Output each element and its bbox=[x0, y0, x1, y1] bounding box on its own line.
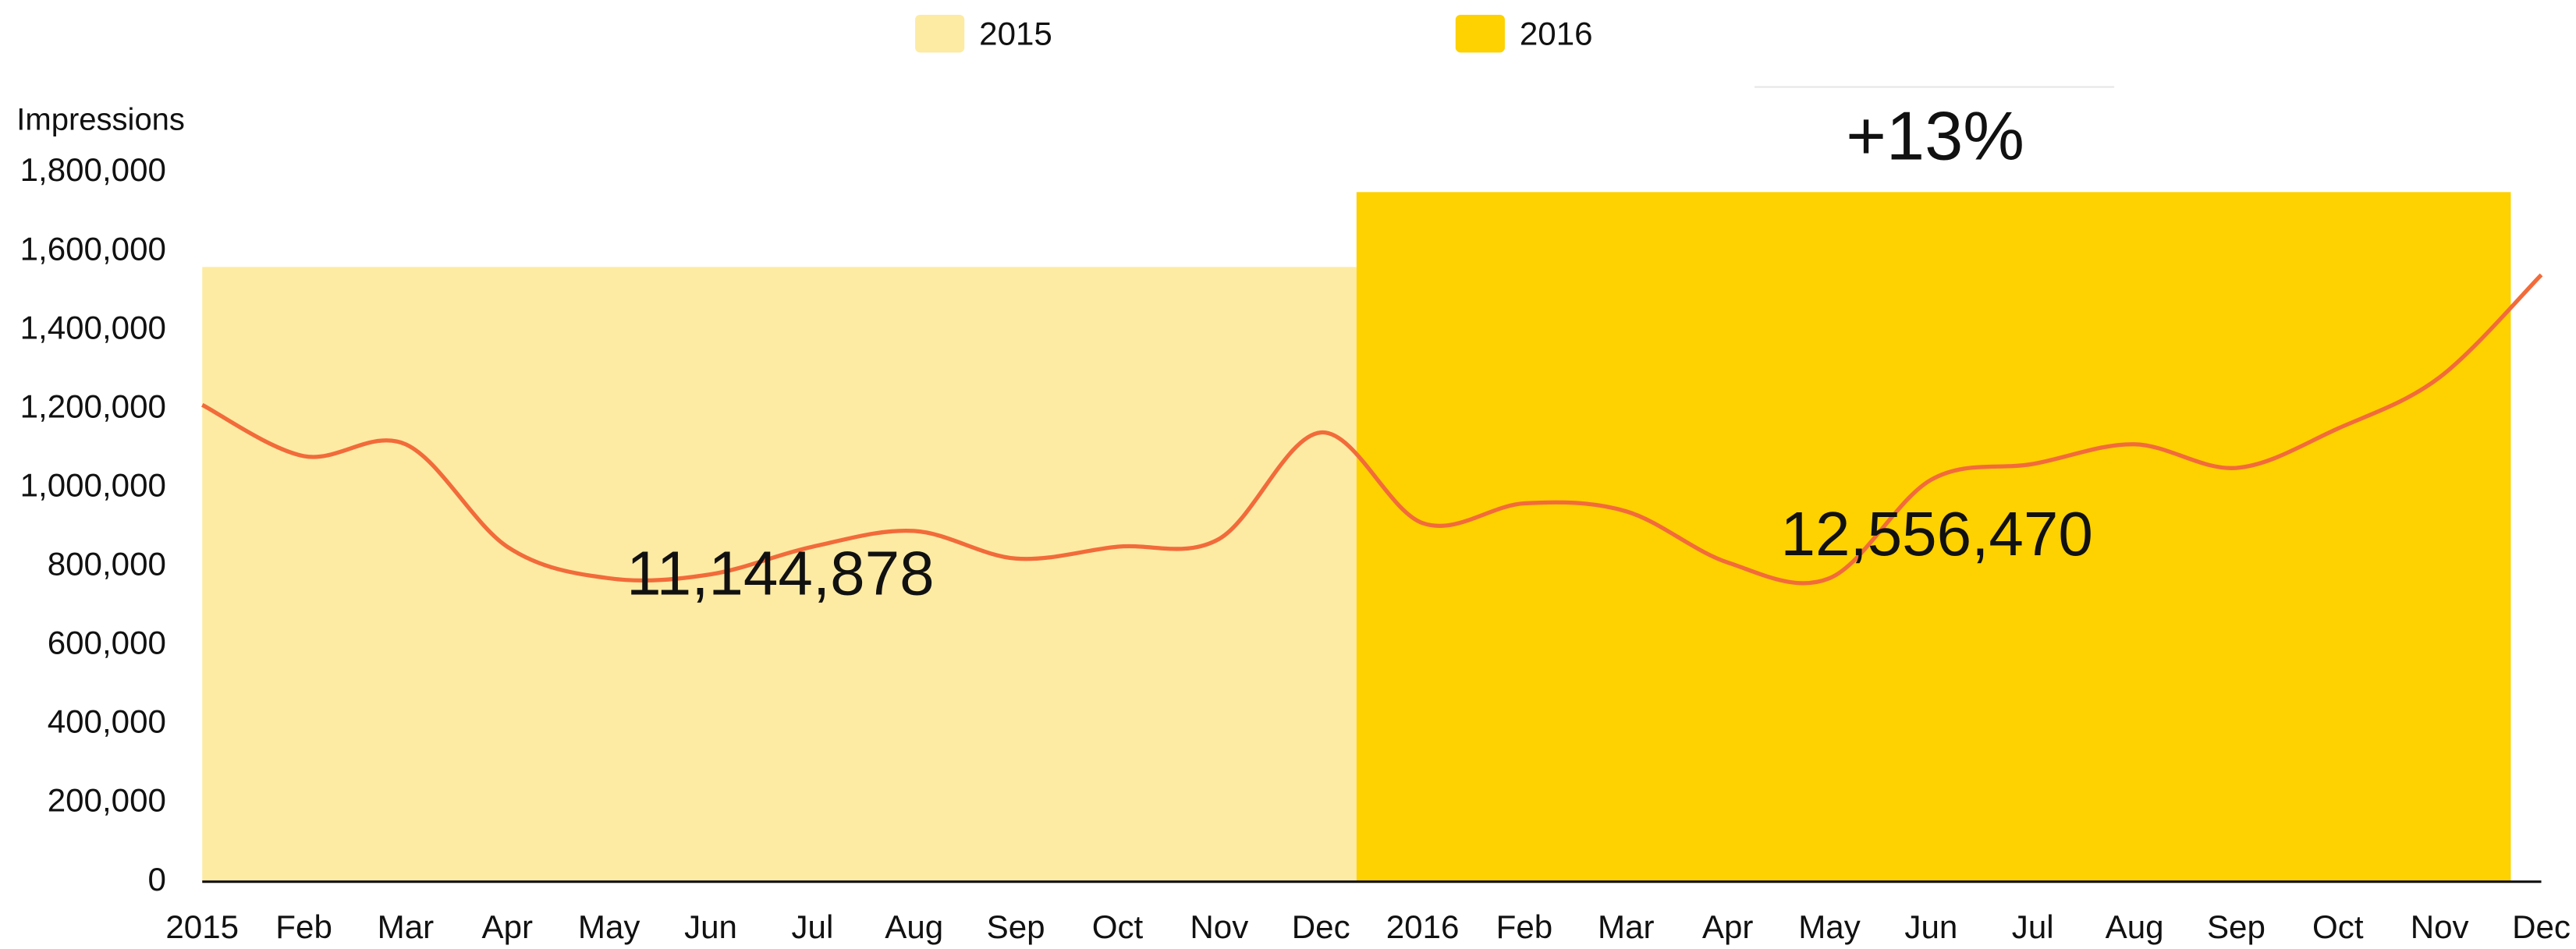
x-tick-label: Sep bbox=[2207, 908, 2266, 945]
x-tick-label: Jul bbox=[791, 908, 833, 945]
legend-label: 2015 bbox=[979, 15, 1052, 51]
y-axis-label: Impressions bbox=[16, 102, 185, 136]
legend-label: 2016 bbox=[1520, 15, 1593, 51]
x-tick-label: May bbox=[1798, 908, 1861, 945]
change-label: +13% bbox=[1846, 97, 2024, 174]
y-tick-label: 0 bbox=[147, 861, 165, 898]
y-tick-label: 1,600,000 bbox=[20, 230, 166, 267]
y-tick-label: 1,400,000 bbox=[20, 309, 166, 345]
x-tick-label: Dec bbox=[1292, 908, 1350, 945]
legend-swatch bbox=[1455, 14, 1505, 53]
x-tick-label: Apr bbox=[482, 908, 534, 945]
x-tick-label: Apr bbox=[1702, 908, 1754, 945]
total-label: 12,556,470 bbox=[1780, 499, 2092, 568]
year-box bbox=[202, 267, 1357, 882]
y-tick-label: 400,000 bbox=[48, 703, 166, 740]
x-tick-label: Aug bbox=[885, 908, 943, 945]
y-tick-label: 600,000 bbox=[48, 625, 166, 661]
x-tick-label: Sep bbox=[987, 908, 1045, 945]
x-tick-label: Oct bbox=[1092, 908, 1144, 945]
x-tick-label: Nov bbox=[2411, 908, 2469, 945]
x-tick-label: Mar bbox=[1598, 908, 1655, 945]
x-tick-label: Feb bbox=[1496, 908, 1553, 945]
x-tick-label: Mar bbox=[378, 908, 435, 945]
total-label: 11,144,878 bbox=[626, 538, 934, 607]
x-tick-label: 2016 bbox=[1386, 908, 1460, 945]
x-tick-label: Jun bbox=[1904, 908, 1957, 945]
y-tick-label: 1,200,000 bbox=[20, 388, 166, 424]
y-tick-label: 1,800,000 bbox=[20, 151, 166, 188]
y-tick-label: 1,000,000 bbox=[20, 466, 166, 503]
x-tick-label: Feb bbox=[275, 908, 332, 945]
y-tick-label: 800,000 bbox=[48, 546, 166, 583]
x-tick-label: Dec bbox=[2512, 908, 2571, 945]
legend-swatch bbox=[915, 14, 965, 53]
x-tick-label: May bbox=[578, 908, 640, 945]
x-tick-label: Jul bbox=[2012, 908, 2054, 945]
impressions-line bbox=[201, 273, 2543, 586]
x-tick-label: Oct bbox=[2312, 908, 2364, 945]
x-tick-label: Jun bbox=[684, 908, 737, 945]
x-tick-label: Aug bbox=[2106, 908, 2164, 945]
x-tick-label: Nov bbox=[1190, 908, 1248, 945]
y-tick-label: 200,000 bbox=[48, 782, 166, 819]
year-box bbox=[1356, 192, 2511, 882]
x-tick-label: 2015 bbox=[165, 908, 239, 945]
